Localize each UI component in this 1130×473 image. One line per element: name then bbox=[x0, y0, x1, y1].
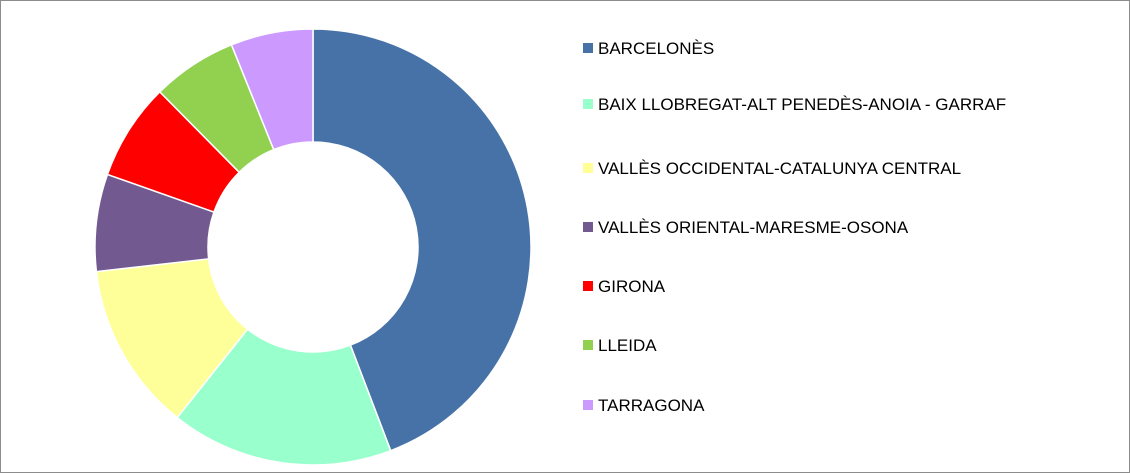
legend-swatch bbox=[583, 400, 593, 410]
legend-swatch bbox=[583, 281, 593, 291]
legend-swatch bbox=[583, 340, 593, 350]
legend-swatch bbox=[583, 43, 593, 53]
legend-label: VALLÈS OCCIDENTAL-CATALUNYA CENTRAL bbox=[598, 159, 962, 178]
legend-label: BAIX LLOBREGAT-ALT PENEDÈS-ANOIA - GARRA… bbox=[598, 95, 1007, 114]
legend-item: VALLÈS ORIENTAL-MARESME-OSONA bbox=[583, 218, 1113, 237]
legend-item: LLEIDA bbox=[583, 336, 1113, 355]
donut-slice bbox=[230, 28, 314, 151]
legend-item: BARCELONÈS bbox=[583, 39, 1113, 58]
legend-swatch bbox=[583, 222, 593, 232]
legend-label: BARCELONÈS bbox=[598, 39, 715, 58]
donut-slice bbox=[312, 28, 532, 452]
legend-item: GIRONA bbox=[583, 277, 1113, 296]
legend-swatch bbox=[583, 163, 593, 173]
legend-item: VALLÈS OCCIDENTAL-CATALUNYA CENTRAL bbox=[583, 159, 1113, 178]
legend-label: LLEIDA bbox=[598, 336, 657, 355]
legend-label: TARRAGONA bbox=[598, 396, 705, 415]
legend-item: TARRAGONA bbox=[583, 396, 1113, 415]
legend-swatch bbox=[583, 99, 593, 109]
legend-label: GIRONA bbox=[598, 277, 666, 296]
donut-slice bbox=[176, 328, 392, 466]
legend-item: BAIX LLOBREGAT-ALT PENEDÈS-ANOIA - GARRA… bbox=[583, 95, 1113, 114]
legend-label: VALLÈS ORIENTAL-MARESME-OSONA bbox=[598, 218, 909, 237]
